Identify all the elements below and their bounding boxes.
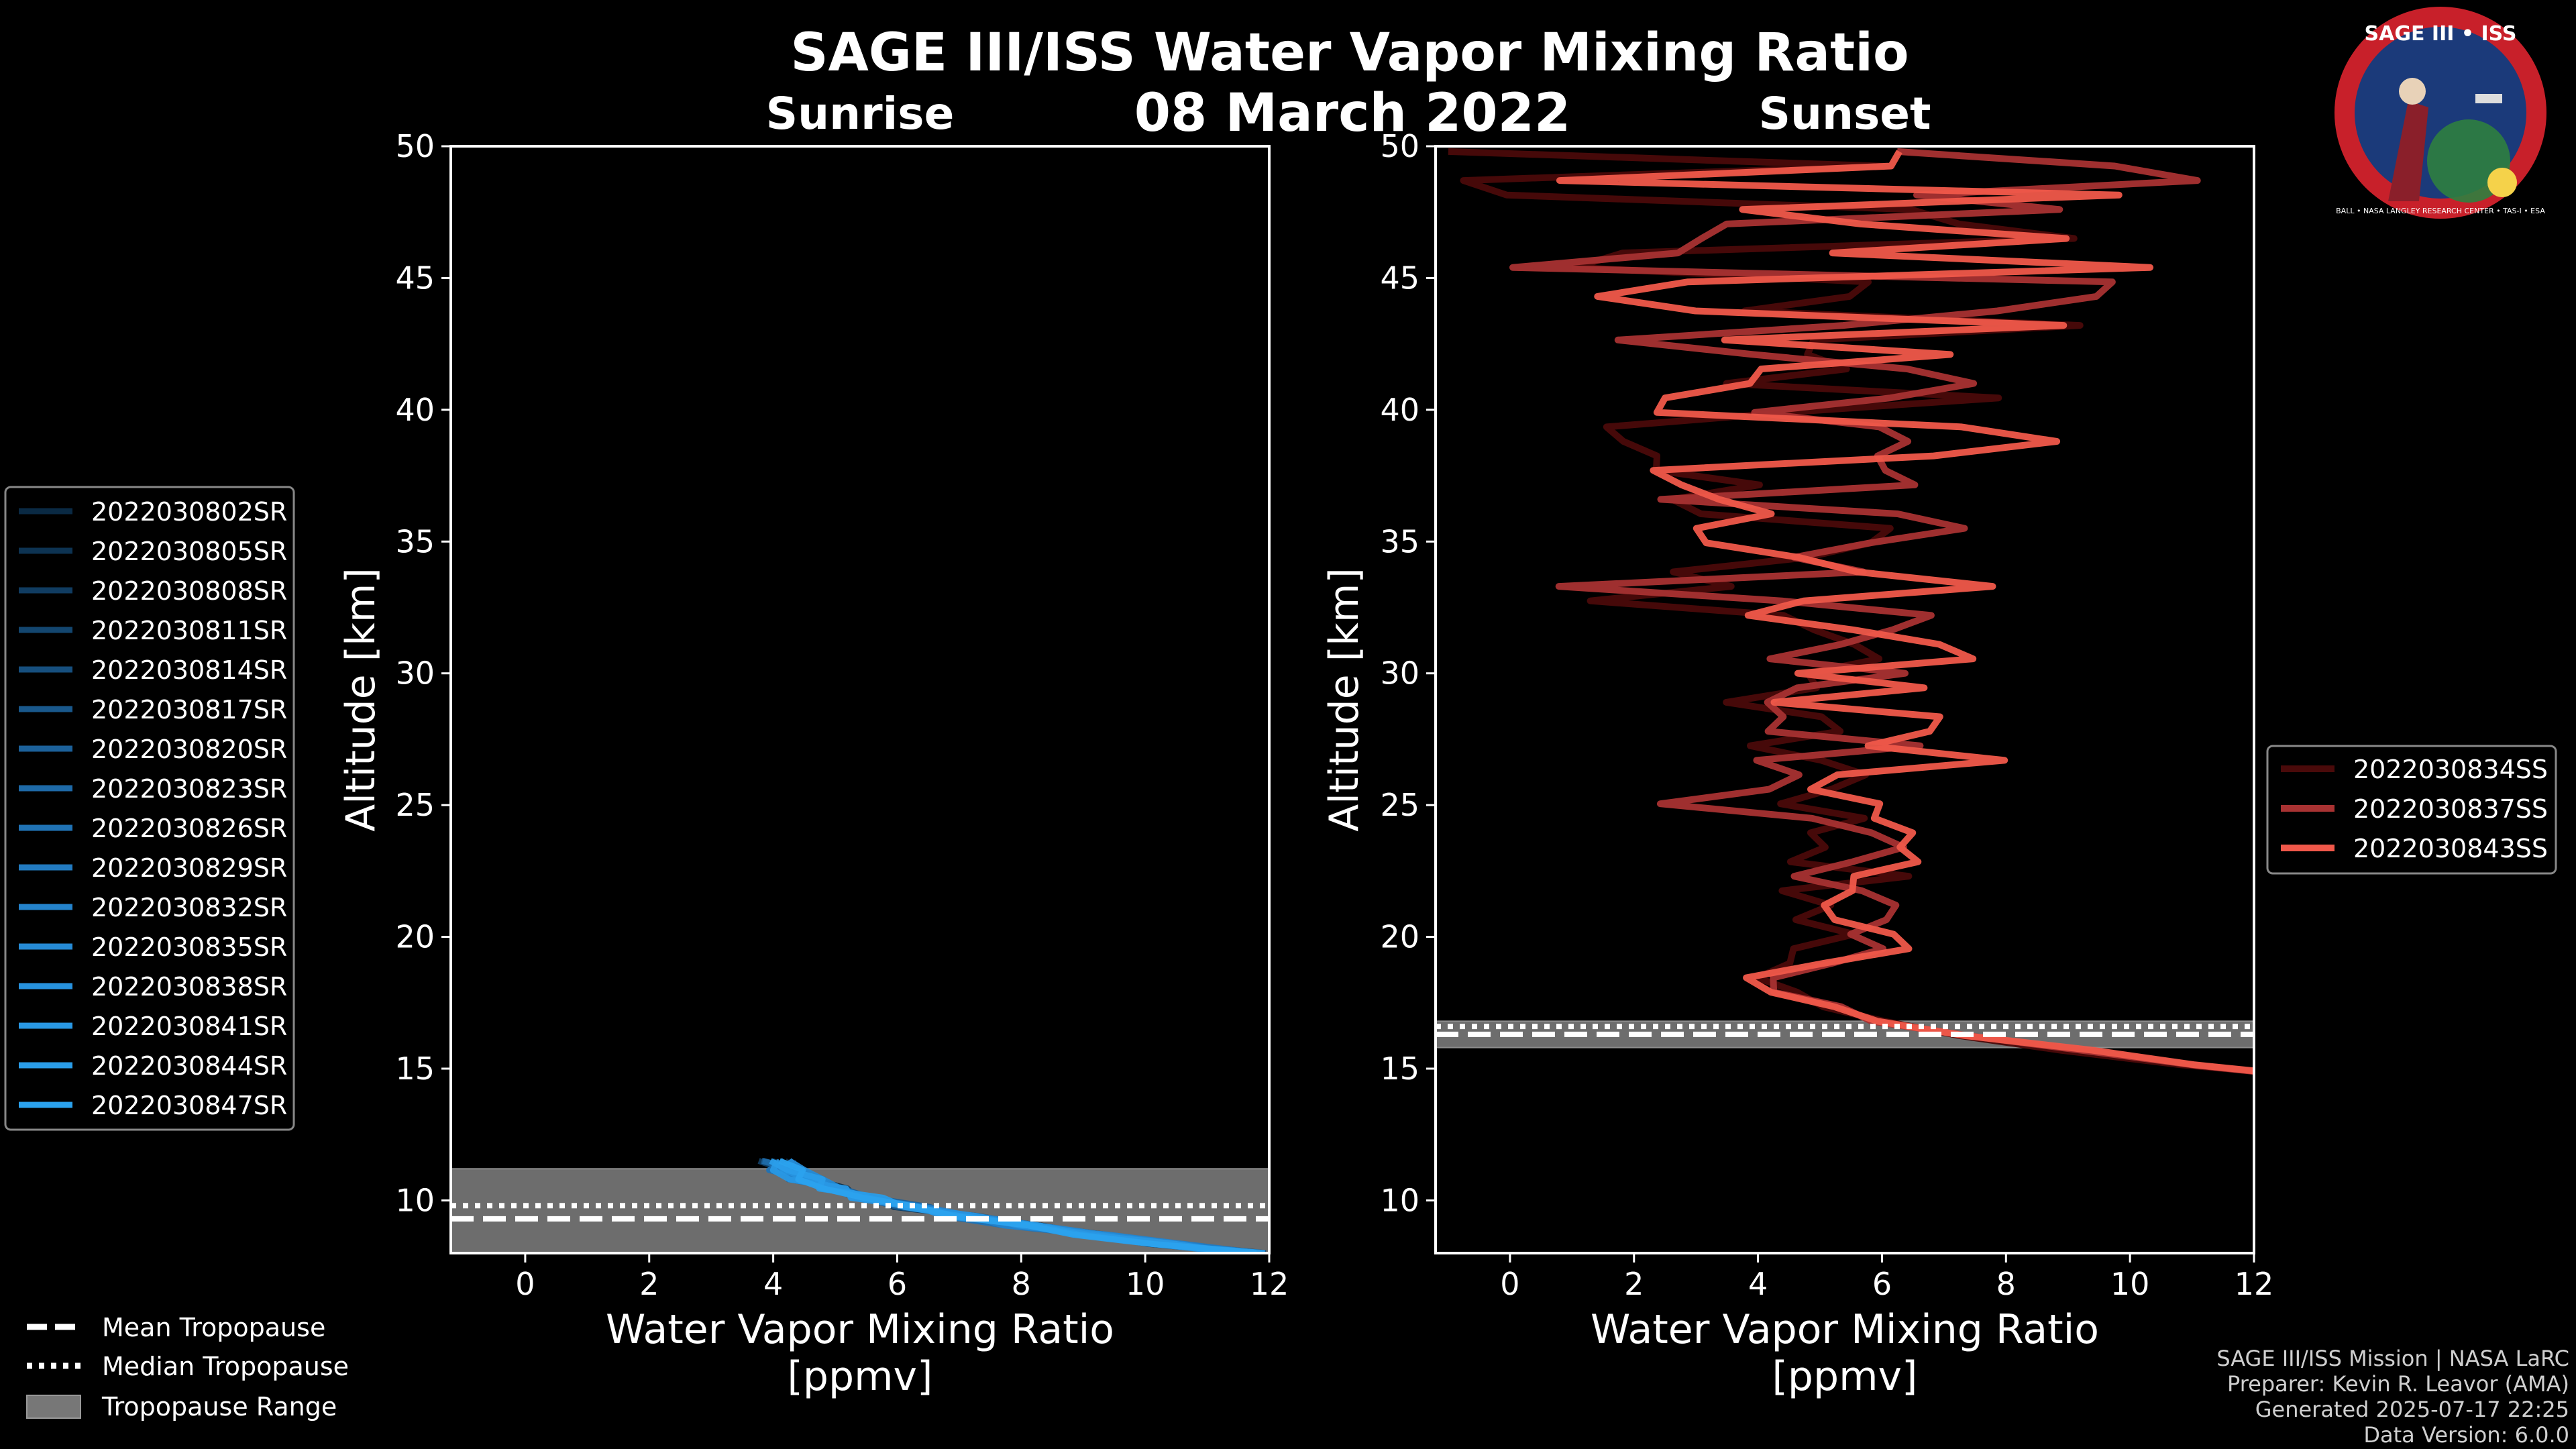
credit-generated: Generated 2025-07-17 22:25 xyxy=(2255,1397,2569,1422)
sunrise-ytick-label: 50 xyxy=(395,128,435,164)
legend-label-2022030837SS: 2022030837SS xyxy=(2353,794,2548,824)
tropopause-range-label: Tropopause Range xyxy=(101,1392,337,1421)
2022030843SS-profile xyxy=(1556,150,2254,1075)
legend-label-2022030841SR: 2022030841SR xyxy=(91,1012,287,1041)
sunset-ytick-label: 50 xyxy=(1380,128,1419,164)
sunset-ytick-label: 10 xyxy=(1380,1182,1419,1218)
2022030847SR-profile xyxy=(778,1158,1257,1253)
sunset-panel-title: Sunset xyxy=(1758,88,1931,140)
sunrise-legend-frame xyxy=(4,486,295,1131)
legend-label-2022030805SR: 2022030805SR xyxy=(91,537,287,566)
sunrise-xtick-label: 8 xyxy=(1012,1266,1031,1302)
chart-date: 08 March 2022 xyxy=(1134,83,1570,144)
legend-label-2022030802SR: 2022030802SR xyxy=(91,497,287,527)
tropopause-range-swatch xyxy=(26,1395,81,1419)
sunrise-tropopause-range xyxy=(451,1168,1269,1253)
mean-tropopause-label: Mean Tropopause xyxy=(102,1313,325,1342)
sunset-legend-frame xyxy=(2266,745,2557,875)
logo-satellite xyxy=(2475,94,2502,103)
legend-label-2022030838SR: 2022030838SR xyxy=(91,972,287,1002)
sunset-ytick-label: 30 xyxy=(1380,655,1419,692)
sunrise-ytick-label: 30 xyxy=(395,655,435,692)
sunset-ytick-label: 25 xyxy=(1380,787,1419,823)
sunset-ytick-label: 15 xyxy=(1380,1051,1419,1087)
logo-ring-text: BALL • NASA LANGLEY RESEARCH CENTER • TA… xyxy=(2336,207,2545,215)
sunrise-xtick-label: 4 xyxy=(763,1266,783,1302)
credit-data-version: Data Version: 6.0.0 xyxy=(2363,1422,2569,1448)
sunrise-xlabel-line1: Water Vapor Mixing Ratio xyxy=(606,1306,1114,1353)
logo-sun xyxy=(2487,168,2517,197)
sage-iss-mission-logo: SAGE III • ISS BALL • NASA LANGLEY RESEA… xyxy=(2334,7,2546,219)
legend-label-2022030826SR: 2022030826SR xyxy=(91,814,287,843)
sunset-legend: 2022030834SS 2022030837SS 2022030843SS xyxy=(2266,745,2557,875)
sunrise-ytick-label: 40 xyxy=(395,392,435,428)
sunset-xlabel-line1: Water Vapor Mixing Ratio xyxy=(1591,1306,2099,1353)
logo-figure xyxy=(2388,101,2428,201)
sunset-xtick-label: 4 xyxy=(1748,1266,1768,1302)
legend-label-2022030823SR: 2022030823SR xyxy=(91,774,287,804)
sunset-xtick-label: 0 xyxy=(1500,1266,1519,1302)
credit-preparer: Preparer: Kevin R. Leavor (AMA) xyxy=(2227,1371,2569,1397)
sunrise-plot-frame xyxy=(449,145,1271,1254)
sunrise-xtick-label: 10 xyxy=(1126,1266,1165,1302)
sunset-ylabel: Altitude [km] xyxy=(1321,568,1368,832)
sunset-plot-area xyxy=(1436,146,2254,1253)
tropopause-legend: Mean Tropopause Median Tropopause Tropop… xyxy=(26,1313,349,1421)
legend-label-2022030847SR: 2022030847SR xyxy=(91,1091,287,1120)
sunrise-ytick-label: 20 xyxy=(395,919,435,955)
legend-label-2022030834SS: 2022030834SS xyxy=(2353,755,2548,784)
legend-label-2022030843SS: 2022030843SS xyxy=(2353,834,2548,863)
sunset-ytick-label: 45 xyxy=(1380,260,1419,296)
chart-title: SAGE III/ISS Water Vapor Mixing Ratio xyxy=(790,23,1909,83)
legend-label-2022030829SR: 2022030829SR xyxy=(91,853,287,883)
median-tropopause-label: Median Tropopause xyxy=(102,1352,349,1381)
sunset-panel: 0 2 4 6 8 10 12 10 15 20 25 30 35 40 45 50 Water Vapor … xyxy=(1321,128,2274,1400)
legend-label-2022030835SR: 2022030835SR xyxy=(91,932,287,962)
legend-label-2022030844SR: 2022030844SR xyxy=(91,1051,287,1081)
logo-title: SAGE III • ISS xyxy=(2365,22,2517,46)
sunrise-ytick-label: 45 xyxy=(395,260,435,296)
sunrise-plot-area xyxy=(451,146,1269,1253)
legend-label-2022030808SR: 2022030808SR xyxy=(91,576,287,606)
sunset-xtick-label: 8 xyxy=(1996,1266,2016,1302)
sunset-xtick-label: 12 xyxy=(2235,1266,2274,1302)
sunrise-legend: 2022030802SR 2022030805SR 2022030808SR 2022… xyxy=(4,486,295,1131)
sunrise-xtick-label: 12 xyxy=(1250,1266,1289,1302)
sunset-xtick-label: 10 xyxy=(2110,1266,2150,1302)
sunset-xtick-label: 6 xyxy=(1872,1266,1892,1302)
sunset-xlabel-line2: [ppmv] xyxy=(1772,1353,1918,1400)
legend-label-2022030820SR: 2022030820SR xyxy=(91,735,287,764)
sunset-ytick-label: 20 xyxy=(1380,919,1419,955)
sunset-ytick-label: 35 xyxy=(1380,523,1419,559)
legend-label-2022030832SR: 2022030832SR xyxy=(91,893,287,922)
sunrise-ytick-label: 35 xyxy=(395,523,435,559)
sunset-xtick-label: 2 xyxy=(1624,1266,1644,1302)
sunrise-xtick-label: 0 xyxy=(515,1266,535,1302)
sunrise-ylabel: Altitude [km] xyxy=(337,568,384,832)
sunrise-panel-title: Sunrise xyxy=(766,88,955,140)
sunrise-ytick-label: 10 xyxy=(395,1182,435,1218)
legend-label-2022030811SR: 2022030811SR xyxy=(91,616,287,645)
sunrise-xlabel-line2: [ppmv] xyxy=(788,1353,933,1400)
sunrise-panel: 0 2 4 6 8 10 12 10 15 20 25 30 35 40 45 50 Water Vapor … xyxy=(337,128,1289,1400)
credit-mission: SAGE III/ISS Mission | NASA LaRC xyxy=(2216,1346,2569,1371)
legend-label-2022030817SR: 2022030817SR xyxy=(91,695,287,724)
sunset-ytick-label: 40 xyxy=(1380,392,1419,428)
sunrise-xtick-label: 6 xyxy=(888,1266,907,1302)
sunrise-ytick-label: 25 xyxy=(395,787,435,823)
sunrise-xtick-label: 2 xyxy=(639,1266,659,1302)
logo-figure-head xyxy=(2399,78,2426,105)
sunrise-ytick-label: 15 xyxy=(395,1051,435,1087)
sunset-plot-frame xyxy=(1434,145,2255,1254)
legend-label-2022030814SR: 2022030814SR xyxy=(91,655,287,685)
